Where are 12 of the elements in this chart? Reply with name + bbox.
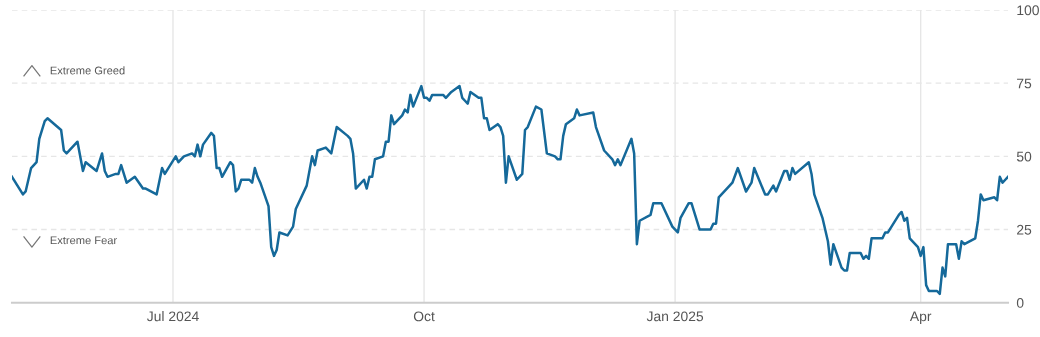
x-tick-label: Jul 2024 [146, 311, 199, 322]
y-tick-label: 100 [1017, 5, 1039, 16]
x-tick-label: Jan 2025 [646, 311, 704, 322]
y-tick-label: 25 [1017, 224, 1032, 235]
x-tick-label: Apr [909, 311, 932, 324]
line-series [12, 84, 1008, 296]
y-tick-label: 50 [1016, 151, 1032, 162]
y-tick-label: 0 [1016, 298, 1024, 308]
annotation: Extreme Greed [50, 66, 125, 75]
annotation: Extreme Fear [50, 236, 117, 245]
y-tick-label: 75 [1017, 78, 1032, 89]
x-tick-label: Oct [413, 311, 435, 322]
